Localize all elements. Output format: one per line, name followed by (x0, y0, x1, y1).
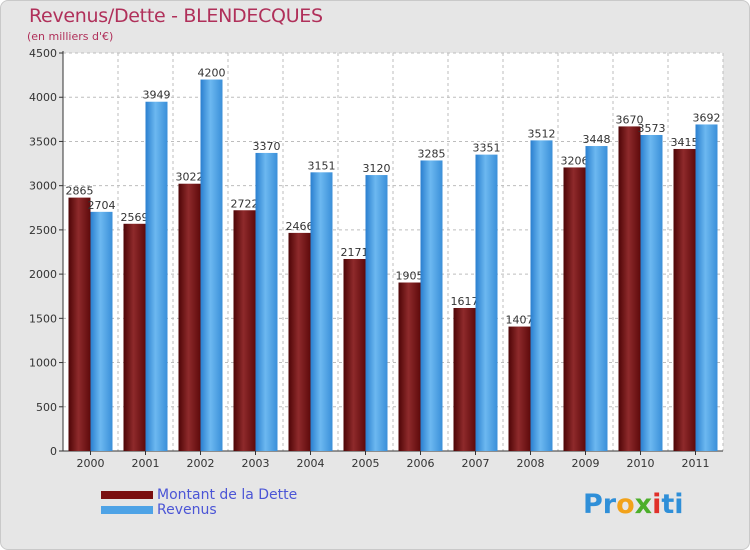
data-label-dette: 2171 (341, 246, 369, 259)
bar-chart: 0 500 1000 1500 2000 2500 3000 3500 4000 4500 2865… (29, 47, 724, 470)
data-label-dette: 3670 (616, 113, 644, 126)
data-label-revenus: 3949 (143, 89, 171, 102)
bar-revenus (90, 211, 113, 451)
y-tick-label: 4000 (29, 91, 57, 104)
y-tick-label: 1000 (29, 357, 57, 370)
legend-swatch-dette (101, 490, 153, 499)
data-label-dette: 1905 (396, 270, 424, 283)
bar-dette (673, 148, 696, 451)
chart-legend: Montant de la Dette Revenus (101, 486, 298, 518)
bar-dette (563, 167, 586, 451)
legend-label-dette: Montant de la Dette (157, 486, 298, 503)
y-tick-label: 4500 (29, 47, 57, 60)
logo-part-2: o (616, 489, 635, 520)
bar-revenus (365, 175, 388, 451)
x-tick-label: 2003 (242, 457, 270, 470)
data-label-revenus: 3448 (583, 133, 611, 146)
data-label-dette: 2865 (66, 185, 94, 198)
data-label-dette: 3206 (561, 154, 589, 167)
data-label-revenus: 3512 (528, 127, 556, 140)
bar-dette (233, 210, 256, 451)
y-tick-label: 0 (50, 445, 57, 458)
logo-part-1: Pr (583, 489, 617, 520)
chart-title: Revenus/Dette - BLENDECQUES (29, 5, 323, 27)
data-label-dette: 2569 (121, 211, 149, 224)
x-tick-label: 2005 (352, 457, 380, 470)
bar-revenus (530, 140, 553, 451)
data-label-dette: 3022 (176, 171, 204, 184)
logo-part-4: i (652, 489, 662, 520)
data-label-revenus: 3573 (638, 122, 666, 135)
proxiti-logo: Proxiti (583, 489, 684, 520)
bar-revenus (255, 152, 278, 452)
legend-item-dette: Montant de la Dette (101, 486, 298, 503)
bar-revenus (420, 160, 443, 451)
legend-label-revenus: Revenus (157, 501, 217, 518)
x-tick-label: 2011 (682, 457, 710, 470)
x-tick-label: 2002 (187, 457, 215, 470)
data-label-revenus: 3285 (418, 147, 446, 160)
data-label-revenus: 3351 (473, 142, 501, 155)
bar-dette (398, 282, 421, 451)
x-tick-label: 2009 (572, 457, 600, 470)
y-tick-label: 3500 (29, 135, 57, 148)
bar-dette (618, 126, 641, 452)
bar-revenus (145, 101, 168, 452)
legend-item-revenus: Revenus (101, 501, 297, 518)
data-label-dette: 1407 (506, 314, 534, 327)
x-tick-label: 2001 (132, 457, 160, 470)
bar-dette (288, 232, 311, 451)
x-tick-label: 2006 (407, 457, 435, 470)
y-tick-label: 2000 (29, 268, 57, 281)
data-label-revenus: 3370 (253, 140, 281, 153)
bar-revenus (585, 146, 608, 451)
y-tick-label: 500 (36, 401, 57, 414)
y-tick-label: 2500 (29, 224, 57, 237)
data-label-dette: 3415 (671, 136, 699, 149)
y-tick-label: 1500 (29, 312, 57, 325)
y-tick-label: 3000 (29, 180, 57, 193)
data-label-revenus: 4200 (198, 67, 226, 80)
bar-dette (68, 197, 91, 451)
bar-dette (453, 307, 476, 451)
data-label-revenus: 2704 (88, 199, 116, 212)
chart-subtitle: (en milliers d'€) (27, 30, 114, 43)
bar-revenus (310, 172, 333, 451)
logo-part-5: ti (661, 489, 684, 520)
data-label-dette: 1617 (451, 295, 479, 308)
data-label-revenus: 3692 (693, 111, 721, 124)
logo-part-3: x (634, 489, 653, 520)
bar-dette (343, 258, 366, 451)
data-label-dette: 2722 (231, 197, 259, 210)
x-tick-label: 2008 (517, 457, 545, 470)
data-label-dette: 2466 (286, 220, 314, 233)
bar-revenus (200, 79, 223, 452)
x-tick-label: 2004 (297, 457, 325, 470)
x-tick-label: 2007 (462, 457, 490, 470)
bar-dette (123, 223, 146, 451)
x-tick-label: 2000 (77, 457, 105, 470)
data-label-revenus: 3120 (363, 162, 391, 175)
bar-revenus (475, 154, 498, 451)
bar-dette (178, 183, 201, 451)
bar-revenus (640, 134, 663, 451)
data-label-revenus: 3151 (308, 159, 336, 172)
x-tick-label: 2010 (627, 457, 655, 470)
legend-swatch-revenus (101, 505, 153, 514)
bar-revenus (695, 124, 718, 452)
bar-dette (508, 326, 531, 451)
